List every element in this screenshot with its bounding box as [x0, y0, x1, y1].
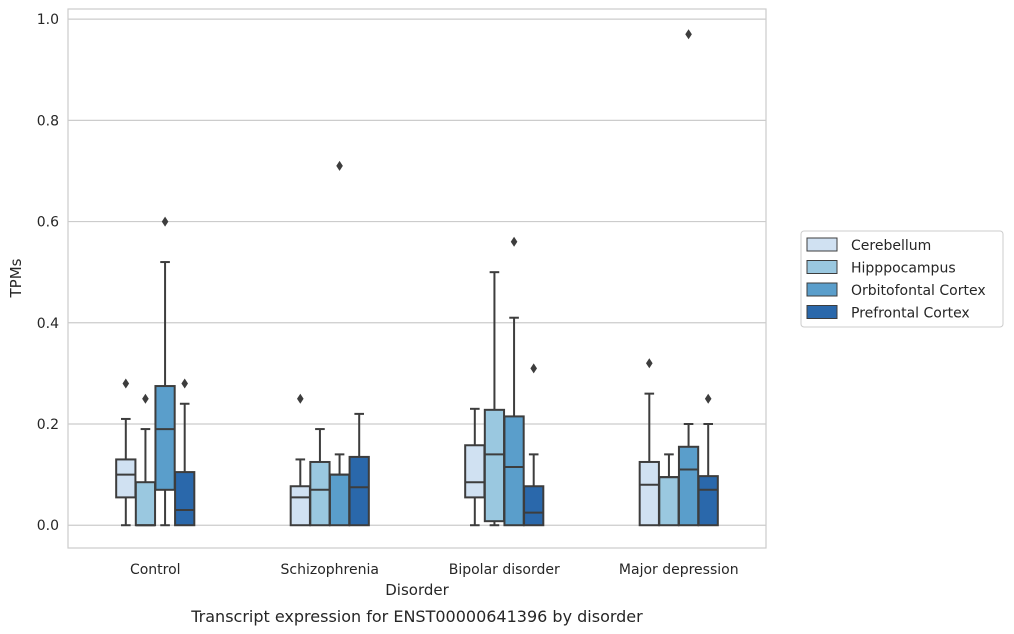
- y-tick-label: 0.0: [37, 518, 59, 534]
- box-iqr: [154, 385, 176, 491]
- outlier-point: [161, 216, 169, 227]
- y-tick-label: 0.2: [37, 417, 59, 433]
- y-axis-label: TPMs: [7, 258, 25, 298]
- x-tick-label: Bipolar disorder: [449, 562, 560, 578]
- box-iqr: [289, 485, 311, 527]
- outlier-point: [510, 236, 518, 247]
- outlier-point: [297, 393, 304, 404]
- x-tick-label: Schizophrenia: [281, 562, 379, 578]
- box-1: [115, 378, 137, 527]
- legend-swatch: [806, 237, 838, 252]
- category-group: [464, 236, 545, 527]
- category-group: [638, 29, 719, 527]
- outlier-point: [530, 363, 537, 374]
- outlier-point: [646, 358, 653, 369]
- outlier-point: [142, 393, 149, 404]
- box-2: [134, 393, 157, 527]
- legend: Cerebellum Hipppocampus Orbitofontal Corte…: [800, 230, 1004, 328]
- box-iqr: [677, 445, 700, 527]
- box-iqr: [697, 475, 719, 527]
- box-iqr: [483, 408, 506, 523]
- outlier-point: [704, 393, 712, 404]
- outlier-point: [685, 29, 692, 40]
- y-tick-label: 0.6: [37, 215, 59, 231]
- box-iqr: [174, 471, 196, 527]
- legend-frame: [800, 230, 1004, 328]
- box-iqr: [658, 476, 680, 527]
- legend-label: Hipppocampus: [851, 261, 956, 277]
- box-iqr: [638, 460, 660, 527]
- box-iqr: [328, 473, 351, 527]
- legend-swatch: [806, 260, 838, 274]
- box-iqr: [464, 444, 486, 499]
- plot-frame: [67, 8, 767, 549]
- box-3: [677, 29, 700, 527]
- box-1: [289, 393, 311, 527]
- outlier-point: [122, 378, 130, 389]
- legend-label: Prefrontal Cortex: [851, 306, 970, 322]
- category-group: [289, 160, 370, 527]
- x-tick-labels: Control Schizophrenia Bipolar disorder Majo…: [130, 562, 739, 578]
- box-iqr: [503, 415, 525, 527]
- box-4: [348, 412, 370, 527]
- outlier-point: [336, 160, 343, 171]
- legend-swatch: [806, 305, 838, 319]
- outlier-point: [181, 378, 188, 389]
- box-iqr: [134, 481, 157, 527]
- box-iqr: [115, 458, 137, 499]
- y-tick-labels: 0.0 0.2 0.4 0.6 0.8 1.0: [37, 12, 59, 534]
- box-4: [174, 378, 196, 527]
- box-iqr: [348, 455, 370, 527]
- box-groups: [115, 29, 719, 527]
- legend-label: Cerebellum: [851, 238, 931, 254]
- y-tick-label: 0.4: [37, 316, 59, 332]
- y-tick-label: 1.0: [37, 12, 59, 28]
- box-3: [154, 216, 176, 527]
- figure-caption: Transcript expression for ENST0000064139…: [190, 607, 643, 626]
- box-iqr: [523, 485, 545, 527]
- box-4: [523, 363, 545, 527]
- box-2: [309, 428, 331, 527]
- category-group: [115, 216, 196, 527]
- y-tick-label: 0.8: [37, 113, 59, 129]
- box-iqr: [309, 460, 331, 527]
- x-axis-label: Disorder: [385, 581, 449, 599]
- x-tick-label: Major depression: [619, 562, 739, 578]
- box-4: [697, 393, 719, 527]
- legend-swatch: [806, 282, 838, 297]
- legend-label: Orbitofontal Cortex: [851, 283, 986, 299]
- box-3: [503, 236, 525, 527]
- x-tick-label: Control: [130, 562, 181, 578]
